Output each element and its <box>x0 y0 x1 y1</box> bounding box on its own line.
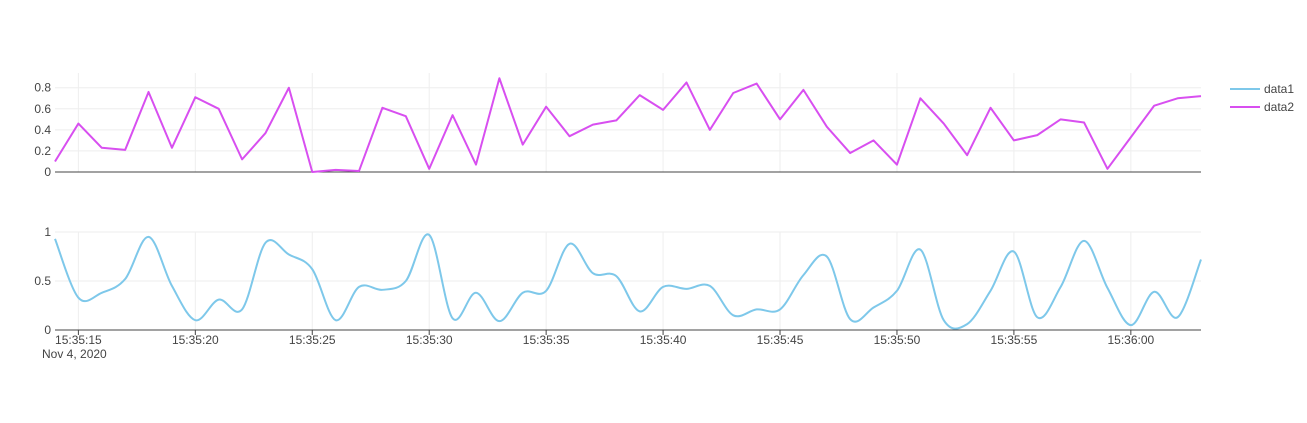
x-tick-label: 15:35:15 <box>55 333 102 347</box>
x-tick-label: 15:35:40 <box>640 333 687 347</box>
x-tick-label: 15:35:50 <box>874 333 921 347</box>
x-tick-label: 15:35:55 <box>991 333 1038 347</box>
x-axis-date-label: Nov 4, 2020 <box>42 347 107 361</box>
x-tick-label: 15:35:20 <box>172 333 219 347</box>
bottom-y-axis-ticks: 00.51 <box>34 225 51 337</box>
y-tick-label: 0.5 <box>34 274 51 288</box>
y-tick-label: 0.6 <box>34 102 51 116</box>
top-gridlines <box>55 73 1201 173</box>
legend-label: data2 <box>1264 100 1294 114</box>
bottom-series <box>54 233 1202 330</box>
y-tick-label: 1 <box>44 225 51 239</box>
legend-item-data2[interactable]: data2 <box>1230 100 1294 114</box>
x-tick-label: 15:35:35 <box>523 333 570 347</box>
top-series <box>54 77 1202 173</box>
bottom-gridlines <box>55 231 1201 331</box>
legend[interactable]: data1 data2 <box>1230 82 1294 114</box>
bottom-plot: 00.51 <box>34 225 1202 337</box>
legend-label: data1 <box>1264 82 1294 96</box>
series-line-data2 <box>54 77 1202 173</box>
y-tick-label: 0.8 <box>34 81 51 95</box>
legend-item-data1[interactable]: data1 <box>1230 82 1294 96</box>
y-tick-label: 0.2 <box>34 144 51 158</box>
x-tick-label: 15:36:00 <box>1107 333 1154 347</box>
x-tick-label: 15:35:30 <box>406 333 453 347</box>
top-y-axis-ticks: 0 0.2 0.4 0.6 0.8 <box>34 81 51 179</box>
y-tick-label: 0 <box>44 323 51 337</box>
top-plot: 0 0.2 0.4 0.6 0.8 <box>34 73 1202 179</box>
x-tick-label: 15:35:25 <box>289 333 336 347</box>
x-tick-label: 15:35:45 <box>757 333 804 347</box>
x-axis-ticks: 15:35:15 15:35:20 15:35:25 15:35:30 15:35:35… <box>55 329 1201 347</box>
y-tick-label: 0 <box>44 165 51 179</box>
series-line-data1 <box>54 233 1202 330</box>
y-tick-label: 0.4 <box>34 123 51 137</box>
